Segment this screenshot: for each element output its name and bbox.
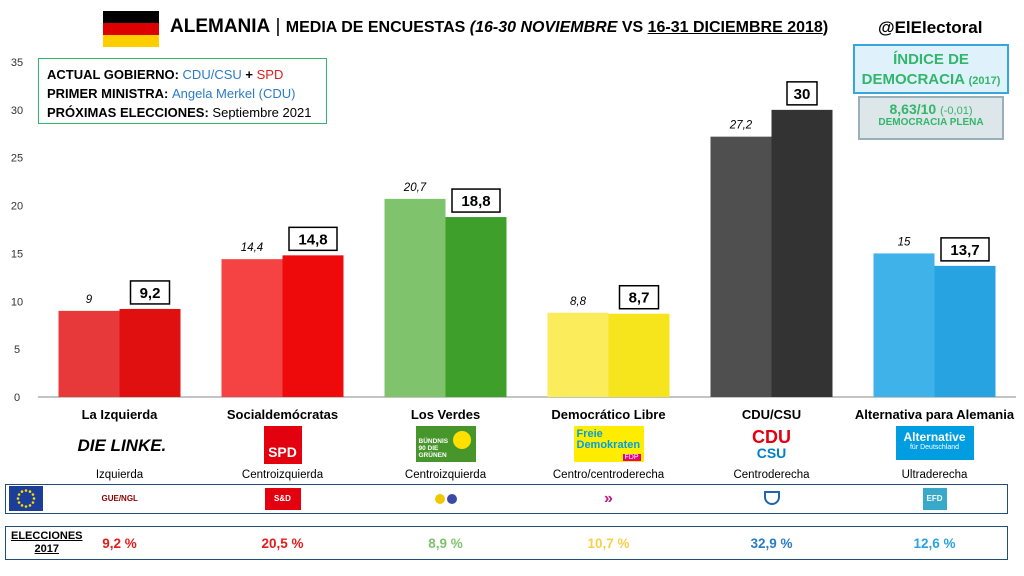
bar <box>119 308 181 397</box>
y-tick-label: 30 <box>11 105 23 117</box>
bar <box>384 198 446 397</box>
bar <box>608 313 670 397</box>
y-tick-label: 15 <box>11 248 23 260</box>
data-label: 27,2 <box>729 120 753 132</box>
bar <box>221 259 283 397</box>
bar <box>873 253 935 397</box>
eu-star <box>31 501 35 504</box>
party-logo: Alternative für Deutschland <box>895 426 974 460</box>
y-tick-label: 25 <box>11 153 23 165</box>
y-tick-label: 5 <box>14 344 20 356</box>
elections-label: ELECCIONES 2017 <box>11 530 83 555</box>
party-ideology: Centroizquierda <box>404 469 487 481</box>
elections-2017-value: 12,6 % <box>913 536 956 551</box>
bar <box>445 217 507 397</box>
eu-star <box>32 497 36 500</box>
eu-group-icon <box>754 488 790 510</box>
eu-star <box>24 505 28 508</box>
bar <box>710 136 772 397</box>
eu-star <box>24 489 28 492</box>
party-logo: Freie Demokraten FDP <box>573 426 644 462</box>
party-logo: DIE LINKE. <box>77 436 167 455</box>
party-name: Socialdemócratas <box>226 407 339 422</box>
data-label: 18,8 <box>461 193 490 210</box>
eu-flag-icon <box>9 486 43 511</box>
eu-star <box>16 497 20 500</box>
bar <box>58 310 120 397</box>
bar <box>282 255 344 397</box>
bar <box>547 312 609 397</box>
data-label-box <box>451 188 501 213</box>
data-label-box <box>129 280 171 305</box>
party-ideology: Izquierda <box>95 469 144 481</box>
data-label: 30 <box>794 86 811 103</box>
page-title: ALEMANIA | MEDIA DE ENCUESTAS (16-30 NOV… <box>170 16 829 37</box>
eu-group-icon: GUE/NGL <box>101 494 138 503</box>
party-name: Democrático Libre <box>551 407 666 422</box>
bar <box>934 265 996 397</box>
data-label: 8,8 <box>570 296 587 308</box>
party-ideology: Centro/centroderecha <box>552 469 665 481</box>
eu-star <box>28 504 32 507</box>
eu-group-icon: » <box>604 490 613 507</box>
data-label-box <box>618 284 660 310</box>
party-name: Los Verdes <box>410 407 481 422</box>
eu-group-icon <box>428 488 464 510</box>
eu-star <box>31 493 35 496</box>
data-label-box <box>288 226 338 252</box>
y-tick-label: 0 <box>14 392 20 404</box>
data-label: 9 <box>86 294 93 306</box>
elections-2017-value: 10,7 % <box>587 536 630 551</box>
data-label: 8,7 <box>629 290 650 307</box>
party-logo: BÜNDNIS 90 DIE GRÜNEN <box>415 426 476 462</box>
party-name: Alternativa para Alemania <box>854 407 1015 422</box>
eu-star <box>20 504 24 507</box>
party-name: La Izquierda <box>81 407 158 422</box>
data-label: 14,4 <box>241 242 263 254</box>
data-label: 14,8 <box>298 231 327 248</box>
germany-flag-icon <box>103 11 159 47</box>
elections-2017-value: 8,9 % <box>428 536 463 551</box>
elections-2017-value: 32,9 % <box>750 536 793 551</box>
party-ideology: Centroderecha <box>733 469 810 481</box>
elections-2017-value: 9,2 % <box>102 536 137 551</box>
eu-group-bar <box>5 484 1008 514</box>
eu-group-icon: EFD <box>922 488 947 510</box>
data-label: 20,7 <box>403 182 427 194</box>
elections-2017-box <box>5 526 1008 560</box>
bar <box>771 109 833 397</box>
eu-group-icon: S&D <box>264 488 301 510</box>
party-logo: CDU CSU <box>752 427 791 461</box>
eu-star <box>17 493 21 496</box>
data-label: 9,2 <box>140 285 161 302</box>
democracy-index-title: ÍNDICE DE DEMOCRACIA (2017) <box>853 44 1009 94</box>
eu-star <box>17 501 21 504</box>
y-tick-label: 20 <box>11 201 23 213</box>
data-label-box <box>940 237 990 262</box>
twitter-handle: @ElElectoral <box>878 18 983 37</box>
party-name: CDU/CSU <box>741 407 802 422</box>
data-label: 13,7 <box>950 242 979 259</box>
party-ideology: Centroizquierda <box>241 469 324 481</box>
eu-star <box>28 490 32 493</box>
data-label: 15 <box>898 236 911 248</box>
party-ideology: Ultraderecha <box>901 469 968 481</box>
democracy-index-score: 8,63/10 (-0,01) DEMOCRACIA PLENA <box>858 96 1004 140</box>
party-logo: SPD <box>263 426 302 464</box>
elections-2017-value: 20,5 % <box>261 536 304 551</box>
y-tick-label: 35 <box>11 57 23 69</box>
info-box: ACTUAL GOBIERNO: CDU/CSU + SPD PRIMER MI… <box>38 58 327 124</box>
eu-star <box>20 490 24 493</box>
y-tick-label: 10 <box>11 296 23 308</box>
data-label-box <box>786 81 818 106</box>
